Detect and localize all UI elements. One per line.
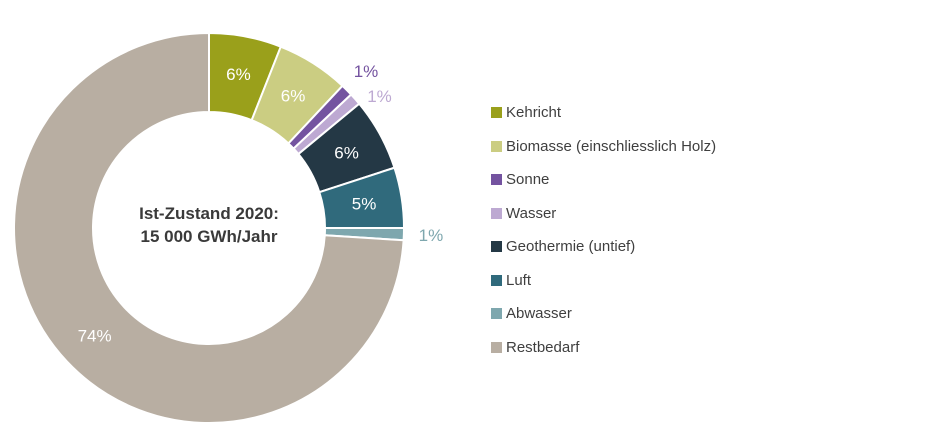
slice-label-kehricht: 6% — [226, 65, 251, 84]
legend-swatch — [491, 308, 502, 320]
slice-restbedarf — [13, 32, 405, 424]
legend-item-restbedarf: Restbedarf — [491, 331, 716, 365]
slice-label-wasser: 1% — [367, 87, 392, 106]
legend-item-biomasse-einschliesslich-holz: Biomasse (einschliesslich Holz) — [491, 130, 716, 164]
legend-swatch — [491, 341, 502, 353]
chart-legend: Kehricht Biomasse (einschliesslich Holz) S… — [491, 96, 716, 364]
slice-label-abwasser: 1% — [419, 226, 444, 245]
legend-label: Restbedarf — [506, 338, 580, 356]
donut-chart: 6% 6% 1% 1% 6% 5% 1% 74% Ist-Zustand 2020: 15 000… — [13, 32, 444, 424]
legend-swatch — [491, 174, 502, 186]
legend-swatch — [491, 241, 502, 253]
legend-item-geothermie-untief: Geothermie (untief) — [491, 230, 716, 264]
legend-label: Geothermie (untief) — [506, 238, 636, 256]
legend-label: Sonne — [506, 171, 550, 189]
donut-center-label: Ist-Zustand 2020: 15 000 GWh/Jahr — [139, 204, 279, 246]
legend-swatch — [491, 140, 502, 152]
legend-item-luft: Luft — [491, 264, 716, 298]
legend-item-wasser: Wasser — [491, 197, 716, 231]
slice-label-luft: 5% — [352, 194, 377, 213]
legend-swatch — [491, 207, 502, 219]
legend-label: Kehricht — [506, 104, 562, 122]
legend-label: Biomasse (einschliesslich Holz) — [506, 137, 717, 155]
legend-label: Luft — [506, 271, 532, 289]
legend-swatch — [491, 274, 502, 286]
slice-label-sonne: 1% — [354, 62, 379, 81]
slice-label-biomasse-einschliesslich-holz: 6% — [281, 86, 306, 105]
legend-item-sonne: Sonne — [491, 163, 716, 197]
donut-chart-area: 6% 6% 1% 1% 6% 5% 1% 74% Ist-Zustand 2020: 15 000… — [13, 32, 444, 424]
legend-item-kehricht: Kehricht — [491, 96, 716, 130]
legend-swatch — [491, 107, 502, 119]
slice-label-geothermie-untief: 6% — [334, 143, 359, 162]
legend-label: Wasser — [506, 204, 557, 222]
legend-label: Abwasser — [506, 305, 572, 323]
legend-item-abwasser: Abwasser — [491, 297, 716, 331]
slice-label-restbedarf: 74% — [78, 327, 112, 346]
